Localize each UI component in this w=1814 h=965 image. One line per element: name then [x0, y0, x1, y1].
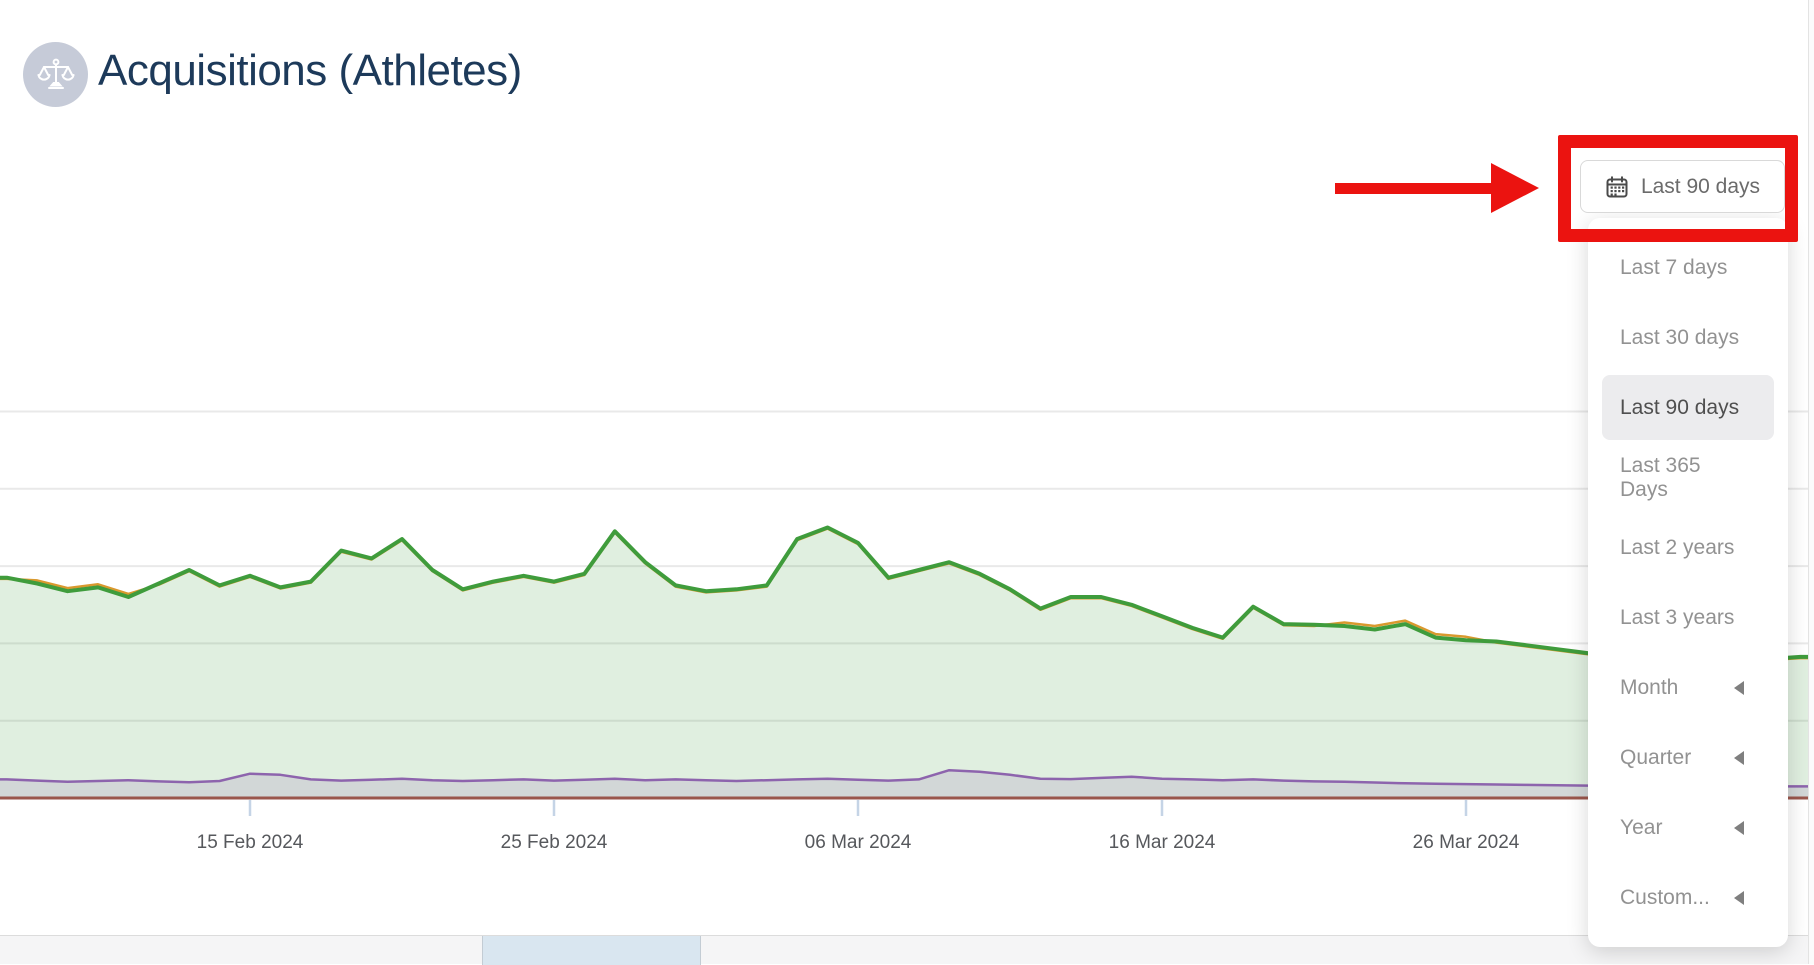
athletes-green-fill: [0, 527, 1814, 798]
submenu-left-triangle-icon: [1734, 890, 1744, 905]
dropdown-item-label: Month: [1620, 675, 1679, 699]
dropdown-item-label: Last 3 years: [1620, 605, 1735, 629]
date-range-button[interactable]: Last 90 days: [1580, 160, 1785, 213]
submenu-left-triangle-icon: [1734, 680, 1744, 695]
dropdown-item-label: Custom...: [1620, 885, 1710, 909]
dropdown-item-label: Last 30 days: [1620, 325, 1740, 349]
dropdown-item-last-30-days[interactable]: Last 30 days: [1602, 305, 1774, 370]
athletes-green-line: [0, 525, 1814, 665]
dropdown-item-label: Last 2 years: [1620, 535, 1735, 559]
dropdown-item-label: Last 7 days: [1620, 255, 1728, 279]
x-axis-label: 16 Mar 2024: [1108, 832, 1216, 853]
x-axis-label: 15 Feb 2024: [196, 832, 304, 853]
dropdown-item-last-365-days[interactable]: Last 365 Days: [1602, 445, 1774, 510]
date-range-button-label: Last 90 days: [1640, 174, 1761, 198]
dropdown-item-last-3-years[interactable]: Last 3 years: [1602, 585, 1774, 650]
submenu-left-triangle-icon: [1734, 750, 1744, 765]
submenu-left-triangle-icon: [1734, 820, 1744, 835]
tertiary-purple-fill: [0, 770, 1814, 798]
dropdown-item-label: Quarter: [1620, 745, 1692, 769]
page-title: Acquisitions (Athletes): [98, 46, 522, 95]
x-axis-label: 06 Mar 2024: [804, 832, 912, 853]
dropdown-item-year[interactable]: Year: [1602, 795, 1774, 860]
scales-icon-glyph: [36, 58, 75, 89]
vertical-scrollbar-track[interactable]: [1808, 0, 1814, 964]
horizontal-scroll-thumb[interactable]: [482, 936, 701, 965]
dropdown-item-label: Last 90 days: [1620, 395, 1740, 419]
page-header: Acquisitions (Athletes): [0, 0, 1200, 130]
x-axis-label: 26 Mar 2024: [1412, 832, 1520, 853]
dropdown-item-label: Last 365 Days: [1620, 453, 1701, 501]
dropdown-item-last-7-days[interactable]: Last 7 days: [1602, 235, 1774, 300]
tertiary-purple-line: [0, 768, 1814, 788]
date-range-dropdown-menu: Last 7 days Last 30 days Last 90 days Last …: [1588, 218, 1788, 947]
dropdown-item-quarter[interactable]: Quarter: [1602, 725, 1774, 790]
dropdown-item-month[interactable]: Month: [1602, 655, 1774, 720]
x-axis-label: 25 Feb 2024: [500, 832, 608, 853]
calendar-icon: [1606, 175, 1628, 197]
dropdown-item-label: Year: [1620, 815, 1663, 839]
dropdown-item-last-2-years[interactable]: Last 2 years: [1602, 515, 1774, 580]
horizontal-scroll-track[interactable]: [0, 935, 1814, 965]
dropdown-item-custom[interactable]: Custom...: [1602, 865, 1774, 930]
dropdown-item-last-90-days[interactable]: Last 90 days: [1602, 375, 1774, 440]
scales-icon: [23, 42, 88, 107]
